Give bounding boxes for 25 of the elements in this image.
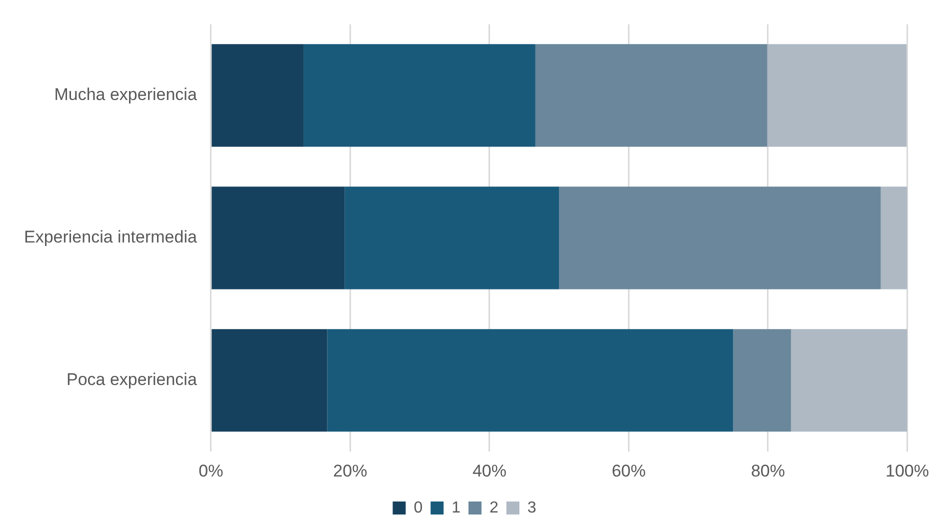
y-tick-label: Experiencia intermedia	[24, 228, 198, 247]
legend-label: 2	[490, 499, 498, 516]
bar	[344, 186, 560, 290]
bar	[559, 186, 881, 290]
bar	[212, 329, 328, 432]
bar	[304, 44, 536, 147]
x-tick-label: 40%	[472, 461, 506, 480]
bar	[767, 44, 907, 147]
bar	[212, 186, 345, 290]
x-tick-label: 60%	[612, 461, 646, 480]
bar	[790, 329, 908, 432]
x-tick-label: 0%	[198, 461, 224, 480]
bar	[535, 44, 768, 147]
x-tick-label: 80%	[750, 461, 786, 480]
legend-label: 3	[527, 499, 536, 516]
bar	[733, 329, 791, 432]
bar	[327, 329, 734, 432]
x-tick-label: 20%	[333, 461, 368, 480]
legend-label: 1	[452, 499, 461, 516]
y-tick-label: Mucha experiencia	[54, 85, 198, 104]
x-tick-label: 100%	[886, 461, 929, 480]
bar	[880, 186, 908, 290]
y-tick-label: Poca experiencia	[66, 370, 198, 390]
bar	[212, 44, 304, 147]
legend-label: 0	[414, 499, 423, 516]
